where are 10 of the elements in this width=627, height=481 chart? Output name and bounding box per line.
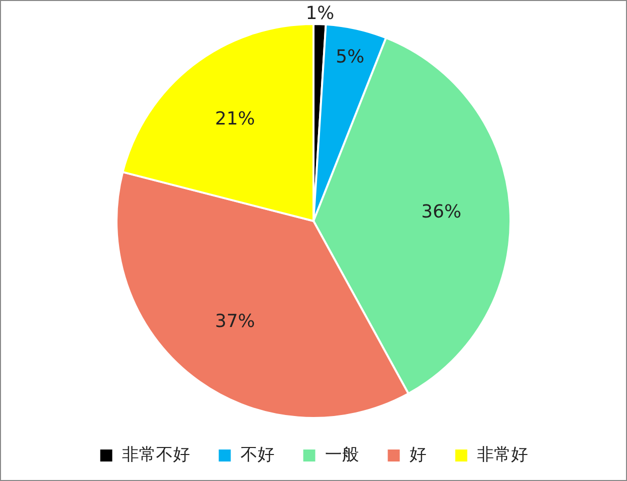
legend-label: 非常不好: [122, 444, 190, 465]
data-label: 37%: [215, 310, 256, 332]
legend-label: 非常好: [476, 444, 528, 465]
data-label: 1%: [306, 2, 334, 24]
legend-label: 不好: [240, 444, 274, 465]
legend-label: 好: [409, 444, 426, 465]
data-label: 36%: [421, 202, 462, 223]
data-label: 5%: [336, 46, 364, 68]
data-label: 21%: [215, 108, 256, 130]
legend-label: 一般: [324, 444, 359, 465]
